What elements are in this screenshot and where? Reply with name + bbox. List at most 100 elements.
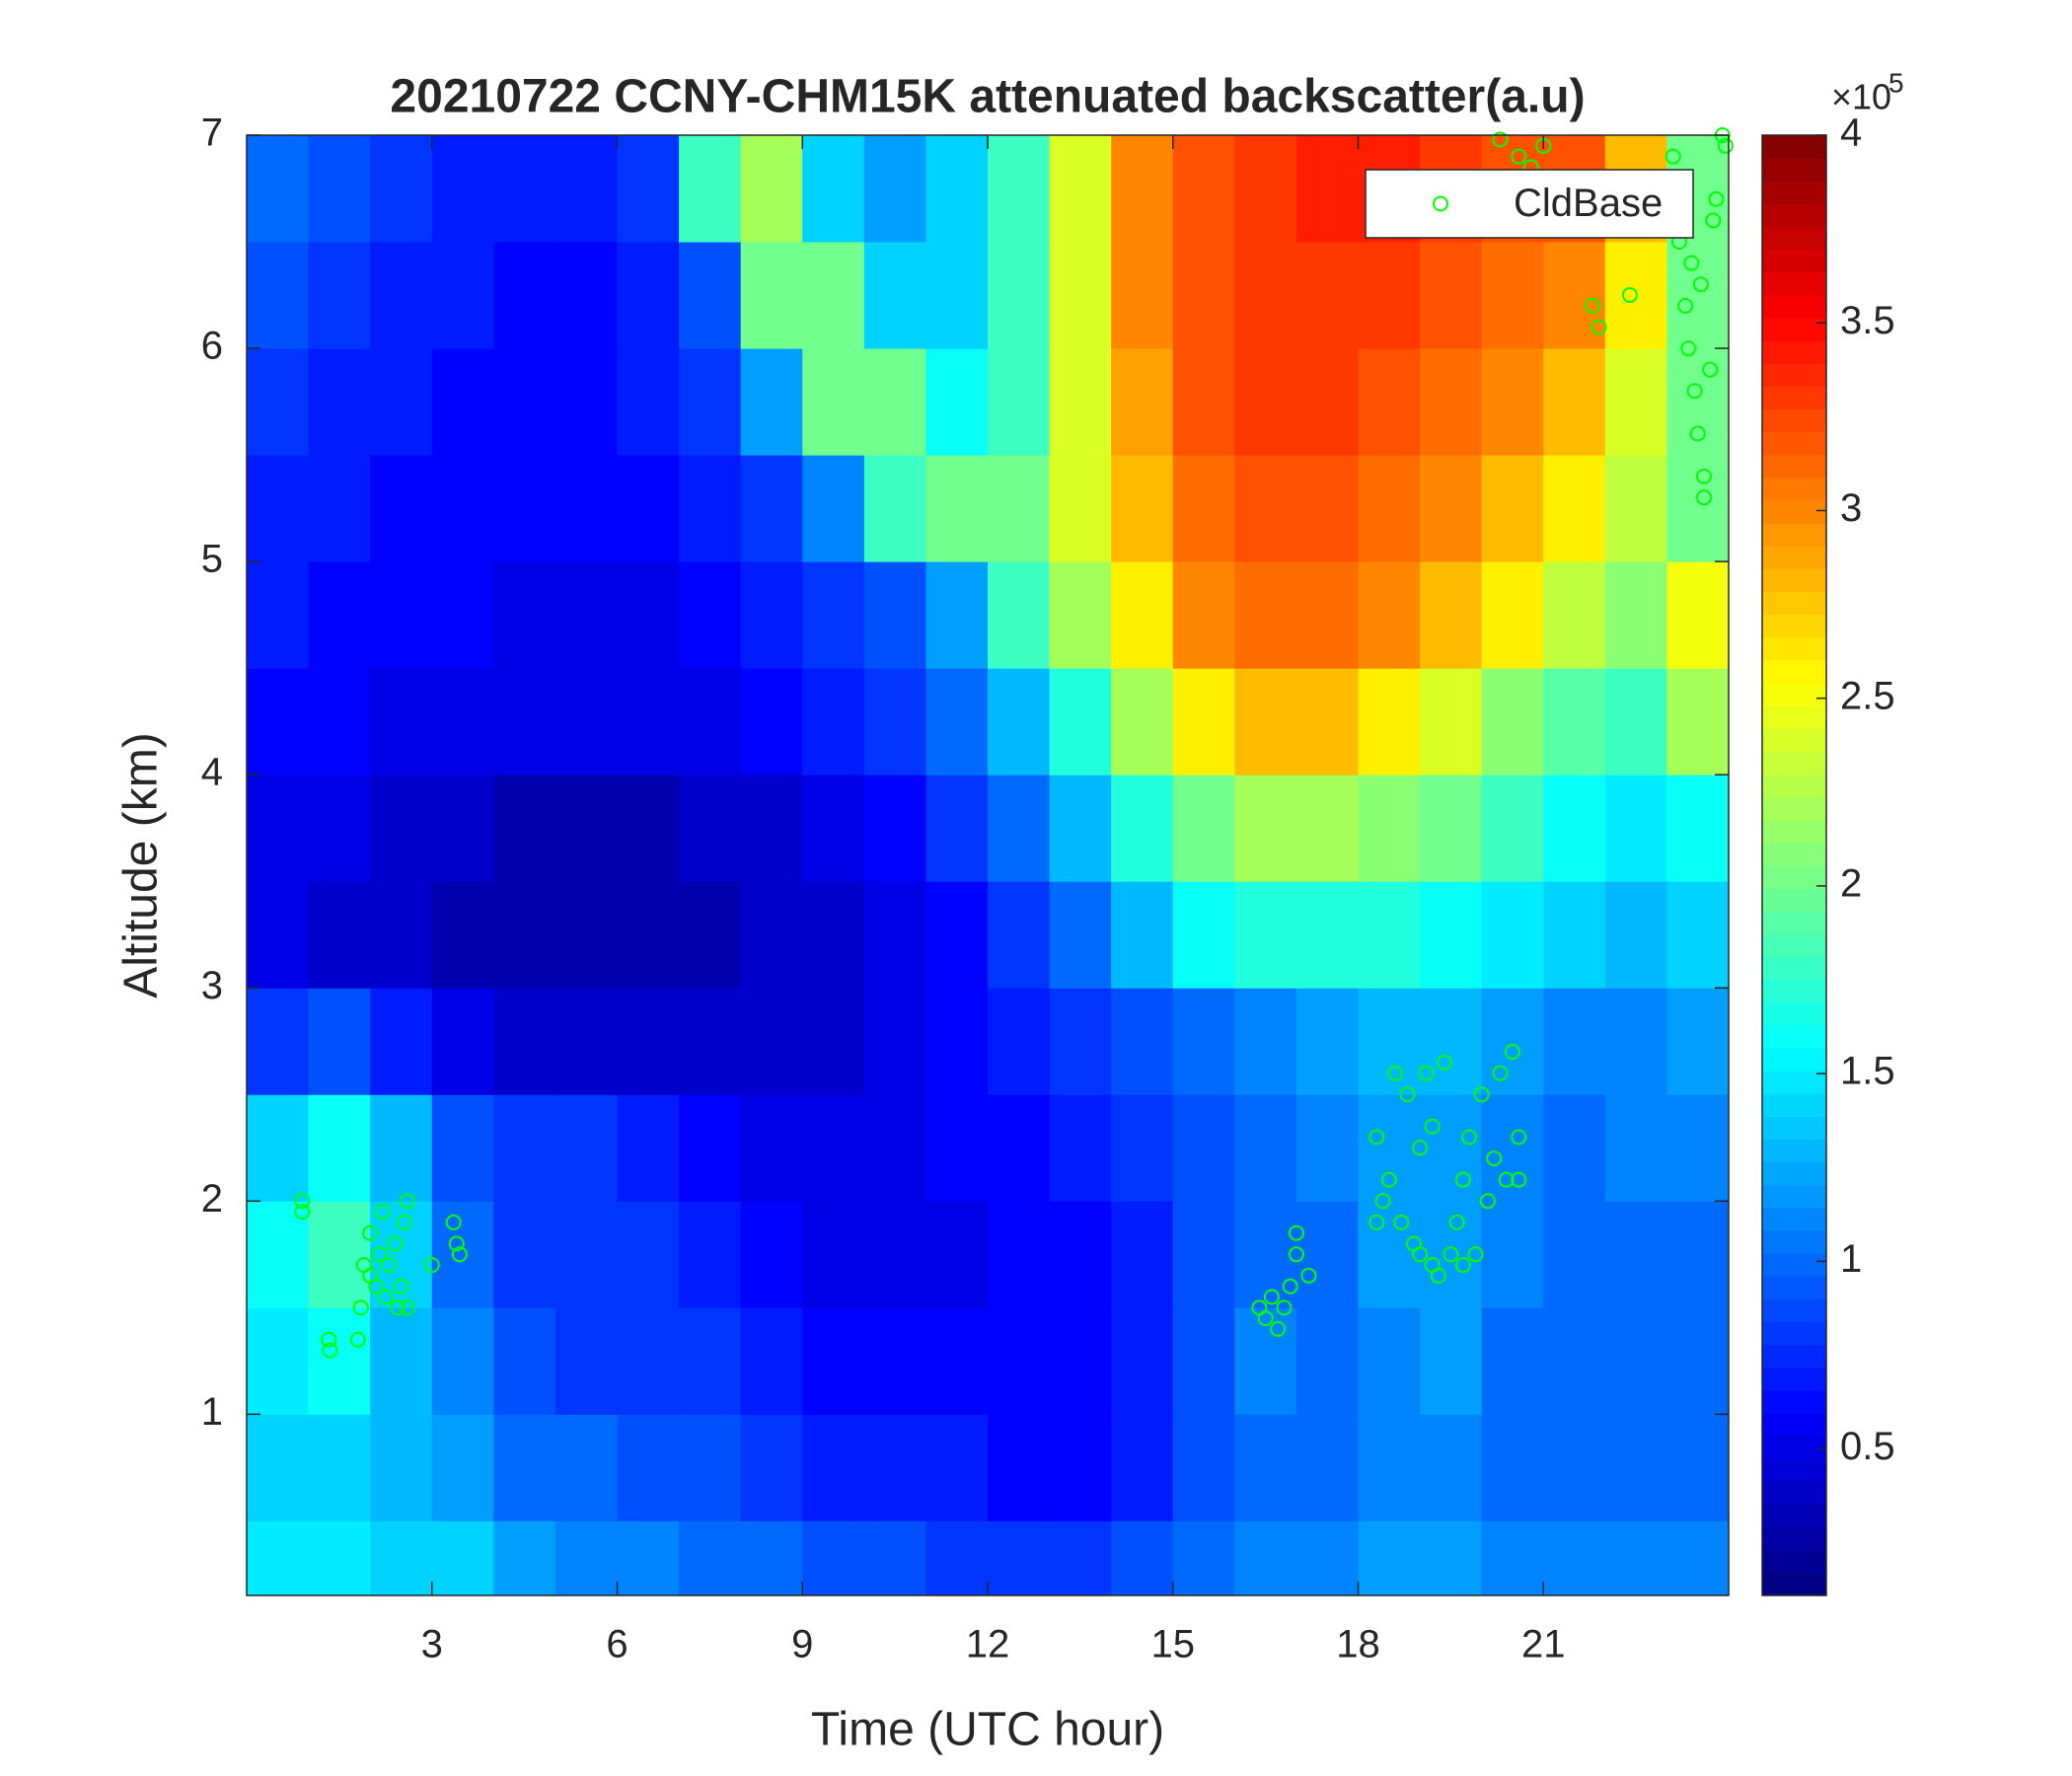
cloud-base-point — [362, 1224, 379, 1241]
heatmap-cell — [740, 1307, 803, 1415]
heatmap-cell — [1604, 1520, 1667, 1596]
heatmap-cell — [740, 1520, 803, 1596]
x-tick-label: 21 — [1521, 1623, 1566, 1666]
heatmap-cell — [1111, 1094, 1174, 1202]
cloud-base-point — [374, 1204, 391, 1221]
cloud-base-point — [1374, 1193, 1391, 1210]
heatmap-cell — [308, 881, 371, 989]
heatmap-cell — [247, 1520, 310, 1596]
colorbar-tick-label: 2 — [1840, 861, 1862, 905]
heatmap-cell — [431, 1414, 494, 1521]
heatmap-cell — [1666, 348, 1730, 456]
cloud-base-point — [1621, 287, 1638, 304]
heatmap-cell — [617, 881, 680, 989]
heatmap-cell — [802, 348, 865, 456]
heatmap-cell — [1543, 1414, 1606, 1521]
heatmap-cell — [1604, 561, 1667, 669]
heatmap-cell — [1666, 561, 1730, 669]
heatmap-cell — [1049, 135, 1112, 243]
heatmap-cell — [247, 455, 310, 562]
heatmap-cell — [925, 1414, 989, 1521]
colorbar-swatch — [1762, 1093, 1826, 1117]
heatmap-cell — [1172, 988, 1235, 1095]
colorbar-swatch — [1762, 683, 1826, 706]
cloud-base-point — [1473, 1086, 1490, 1103]
heatmap-cell — [555, 881, 618, 989]
heatmap-cell — [617, 1094, 680, 1202]
heatmap-cell — [1666, 1307, 1730, 1415]
heatmap-cell — [1049, 1414, 1112, 1521]
cloud-base-point — [1486, 1150, 1503, 1167]
heatmap-cell — [1358, 1520, 1421, 1596]
heatmap-cell — [802, 1307, 865, 1415]
heatmap-cell — [1358, 668, 1421, 776]
heatmap-cell — [1543, 1201, 1606, 1308]
heatmap-cell — [863, 1094, 926, 1202]
heatmap-cell — [802, 242, 865, 349]
heatmap-cell — [370, 668, 433, 776]
heatmap-cell — [1420, 348, 1483, 456]
heatmap-cell — [740, 775, 803, 882]
heatmap-cell — [1481, 881, 1544, 989]
heatmap-cell — [1295, 1520, 1359, 1596]
heatmap-cell — [679, 775, 742, 882]
heatmap-cell — [617, 348, 680, 456]
heatmap-cell — [1234, 775, 1297, 882]
heatmap-cell — [1234, 881, 1297, 989]
heatmap-cell — [1234, 242, 1297, 349]
heatmap-cell — [1543, 881, 1606, 989]
heatmap-cell — [925, 1094, 989, 1202]
heatmap-cell — [863, 988, 926, 1095]
colorbar-swatch — [1762, 911, 1826, 934]
cloud-base-point — [294, 1193, 311, 1210]
heatmap-cell — [802, 775, 865, 882]
heatmap-cell — [925, 1307, 989, 1415]
cloud-base-point — [371, 1246, 388, 1263]
heatmap-cell — [493, 1520, 556, 1596]
cloud-base-point — [1591, 319, 1607, 335]
heatmap-cell — [802, 561, 865, 669]
heatmap-cell — [1358, 455, 1421, 562]
heatmap-cell — [247, 1307, 310, 1415]
heatmap-cell — [1111, 988, 1174, 1095]
heatmap-cell — [925, 242, 989, 349]
heatmap-cell — [1234, 668, 1297, 776]
colorbar-exponent: 5 — [1888, 67, 1904, 98]
heatmap-cell — [1420, 775, 1483, 882]
heatmap-cell — [1234, 1201, 1297, 1308]
cloud-base-point — [1448, 1214, 1465, 1230]
colorbar-tick-label: 1 — [1840, 1237, 1862, 1281]
y-tick-label: 7 — [201, 111, 223, 155]
heatmap-cell — [1666, 775, 1730, 882]
heatmap-cell — [1295, 242, 1359, 349]
heatmap-cell — [1111, 668, 1174, 776]
heatmap-cell — [493, 135, 556, 243]
heatmap-cell — [1666, 881, 1730, 989]
heatmap-cell — [1172, 455, 1235, 562]
cloud-base-point — [368, 1278, 385, 1295]
heatmap-cell — [1420, 881, 1483, 989]
heatmap-cell — [1295, 1307, 1359, 1415]
colorbar-swatch — [1762, 386, 1826, 409]
heatmap-cell — [247, 1201, 310, 1308]
heatmap-cell — [679, 1307, 742, 1415]
heatmap-cell — [247, 561, 310, 669]
heatmap-cell — [679, 1520, 742, 1596]
colorbar-swatch — [1762, 181, 1826, 204]
heatmap-cell — [1049, 775, 1112, 882]
colorbar-swatch — [1762, 1024, 1826, 1049]
heatmap-cell — [493, 881, 556, 989]
heatmap-cell — [431, 1094, 494, 1202]
heatmap-cell — [247, 1414, 310, 1521]
heatmap-cell — [1420, 1094, 1483, 1202]
heatmap-cell — [925, 348, 989, 456]
heatmap-cell — [1543, 561, 1606, 669]
colorbar-swatch — [1762, 1481, 1826, 1505]
heatmap-cell — [740, 348, 803, 456]
heatmap-cell — [1295, 1414, 1359, 1521]
heatmap-cell — [370, 988, 433, 1095]
y-axis-label: Altitude (km) — [115, 732, 168, 998]
heatmap-cell — [740, 668, 803, 776]
colorbar-multiplier: ×10 — [1831, 77, 1891, 117]
heatmap-cell — [1049, 1201, 1112, 1308]
